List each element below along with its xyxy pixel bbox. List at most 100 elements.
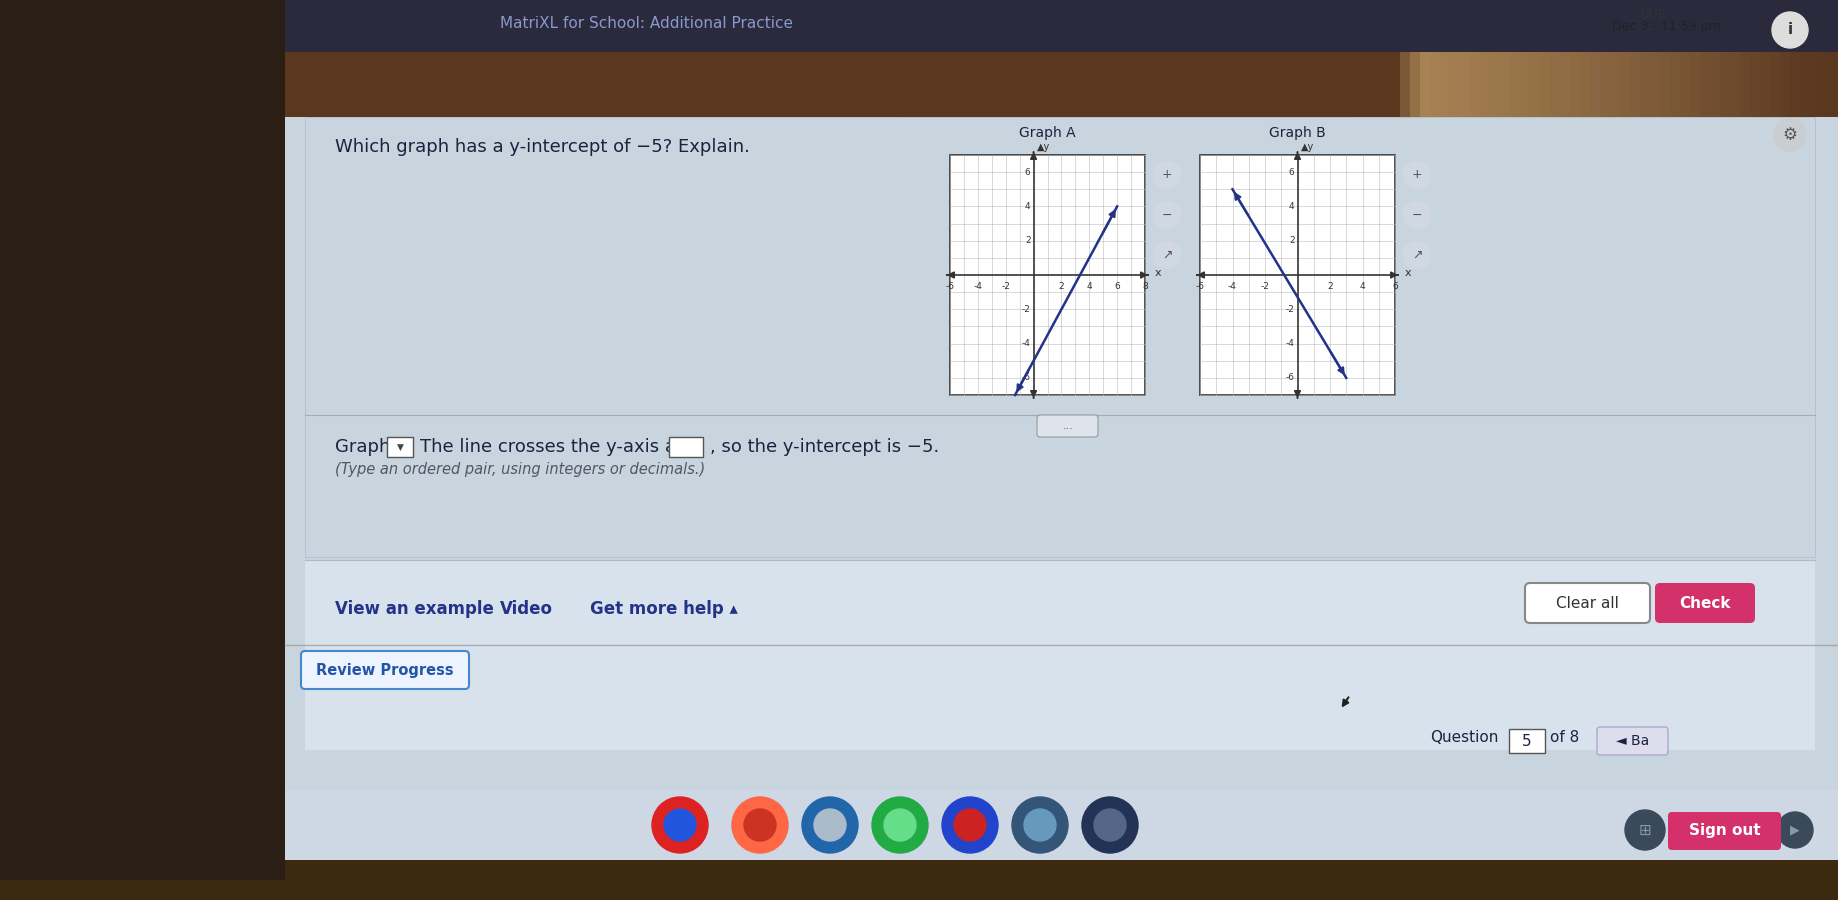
FancyBboxPatch shape — [285, 790, 1838, 860]
FancyBboxPatch shape — [1639, 52, 1671, 117]
FancyBboxPatch shape — [1540, 52, 1570, 117]
Text: x: x — [1154, 268, 1162, 278]
FancyBboxPatch shape — [1173, 0, 1193, 149]
FancyBboxPatch shape — [1654, 583, 1755, 623]
FancyBboxPatch shape — [972, 0, 993, 186]
FancyBboxPatch shape — [1180, 0, 1200, 148]
FancyBboxPatch shape — [301, 651, 469, 689]
FancyBboxPatch shape — [989, 0, 1007, 184]
Text: 4: 4 — [1086, 282, 1092, 291]
FancyBboxPatch shape — [1689, 52, 1720, 117]
FancyBboxPatch shape — [1197, 0, 1217, 145]
FancyBboxPatch shape — [1084, 0, 1105, 166]
FancyBboxPatch shape — [1401, 52, 1430, 117]
FancyBboxPatch shape — [1709, 52, 1741, 117]
FancyBboxPatch shape — [1410, 52, 1439, 117]
FancyBboxPatch shape — [1156, 0, 1176, 152]
Text: +: + — [1162, 168, 1173, 182]
Circle shape — [664, 809, 697, 841]
Text: ⚙: ⚙ — [1783, 126, 1798, 144]
Text: 5: 5 — [1522, 734, 1531, 749]
Text: −: − — [1412, 209, 1423, 221]
Text: 2: 2 — [1026, 236, 1031, 245]
Text: x: x — [1404, 268, 1412, 278]
FancyBboxPatch shape — [1228, 0, 1248, 139]
FancyBboxPatch shape — [1163, 0, 1184, 150]
Text: -4: -4 — [974, 282, 981, 291]
FancyBboxPatch shape — [901, 0, 921, 200]
FancyBboxPatch shape — [0, 780, 1838, 900]
Text: Graph A: Graph A — [1020, 126, 1075, 140]
FancyBboxPatch shape — [1619, 52, 1651, 117]
FancyBboxPatch shape — [948, 0, 969, 191]
Text: , so the y-intercept is −5.: , so the y-intercept is −5. — [709, 438, 939, 456]
FancyBboxPatch shape — [1125, 0, 1143, 158]
FancyBboxPatch shape — [1560, 52, 1590, 117]
FancyBboxPatch shape — [1526, 583, 1651, 623]
Text: Video: Video — [500, 600, 553, 618]
Text: 6: 6 — [1026, 167, 1031, 176]
FancyBboxPatch shape — [1244, 0, 1265, 136]
FancyBboxPatch shape — [980, 0, 1000, 185]
Text: +: + — [1412, 168, 1423, 182]
FancyBboxPatch shape — [1509, 729, 1546, 753]
Text: Dec 3 - 11:59 pm: Dec 3 - 11:59 pm — [1612, 20, 1720, 33]
Circle shape — [1402, 161, 1432, 189]
FancyBboxPatch shape — [908, 0, 928, 199]
FancyBboxPatch shape — [1004, 0, 1024, 181]
Circle shape — [1013, 797, 1068, 853]
Circle shape — [744, 809, 776, 841]
Circle shape — [1083, 797, 1138, 853]
Text: -2: -2 — [1285, 305, 1294, 314]
Text: (Type an ordered pair, using integers or decimals.): (Type an ordered pair, using integers or… — [335, 462, 706, 477]
FancyBboxPatch shape — [1020, 0, 1040, 177]
Text: -2: -2 — [1022, 305, 1031, 314]
FancyBboxPatch shape — [1092, 0, 1112, 164]
Text: MatriXL for School: Additional Practice: MatriXL for School: Additional Practice — [500, 16, 792, 31]
FancyBboxPatch shape — [305, 560, 1814, 750]
FancyBboxPatch shape — [1187, 0, 1208, 146]
FancyBboxPatch shape — [1491, 52, 1520, 117]
Text: ...: ... — [1062, 421, 1073, 431]
FancyBboxPatch shape — [1520, 52, 1549, 117]
FancyBboxPatch shape — [1108, 0, 1129, 161]
Text: -6: -6 — [945, 282, 954, 291]
Text: View an example: View an example — [335, 600, 494, 618]
Text: -6: -6 — [1285, 374, 1294, 382]
FancyBboxPatch shape — [1630, 52, 1660, 117]
FancyBboxPatch shape — [1590, 52, 1619, 117]
Text: Check: Check — [1680, 596, 1731, 610]
FancyBboxPatch shape — [1430, 52, 1459, 117]
FancyBboxPatch shape — [1549, 52, 1581, 117]
FancyBboxPatch shape — [1292, 0, 1312, 127]
FancyBboxPatch shape — [1570, 52, 1601, 117]
Text: ▲y: ▲y — [1037, 142, 1049, 152]
FancyBboxPatch shape — [1671, 52, 1700, 117]
Text: Review Progress: Review Progress — [316, 662, 454, 678]
Text: ▼: ▼ — [397, 443, 403, 452]
Circle shape — [1152, 201, 1182, 229]
Text: 8: 8 — [1141, 282, 1149, 291]
FancyBboxPatch shape — [285, 52, 1838, 117]
Circle shape — [1774, 119, 1807, 151]
Text: 4: 4 — [1360, 282, 1366, 291]
FancyBboxPatch shape — [1261, 0, 1279, 132]
Text: i: i — [1787, 22, 1792, 38]
FancyBboxPatch shape — [1669, 812, 1781, 850]
Circle shape — [954, 809, 985, 841]
FancyBboxPatch shape — [963, 0, 983, 188]
FancyBboxPatch shape — [1480, 52, 1511, 117]
FancyBboxPatch shape — [1529, 52, 1560, 117]
Text: 4: 4 — [1288, 202, 1294, 211]
Circle shape — [871, 797, 928, 853]
Text: Graph: Graph — [335, 438, 390, 456]
FancyBboxPatch shape — [1252, 0, 1272, 134]
FancyBboxPatch shape — [1037, 415, 1097, 437]
FancyBboxPatch shape — [1439, 52, 1470, 117]
FancyBboxPatch shape — [939, 0, 959, 193]
Circle shape — [884, 809, 915, 841]
Text: ↗: ↗ — [1412, 248, 1423, 262]
Circle shape — [1152, 161, 1182, 189]
FancyBboxPatch shape — [285, 0, 1838, 860]
Circle shape — [732, 797, 789, 853]
